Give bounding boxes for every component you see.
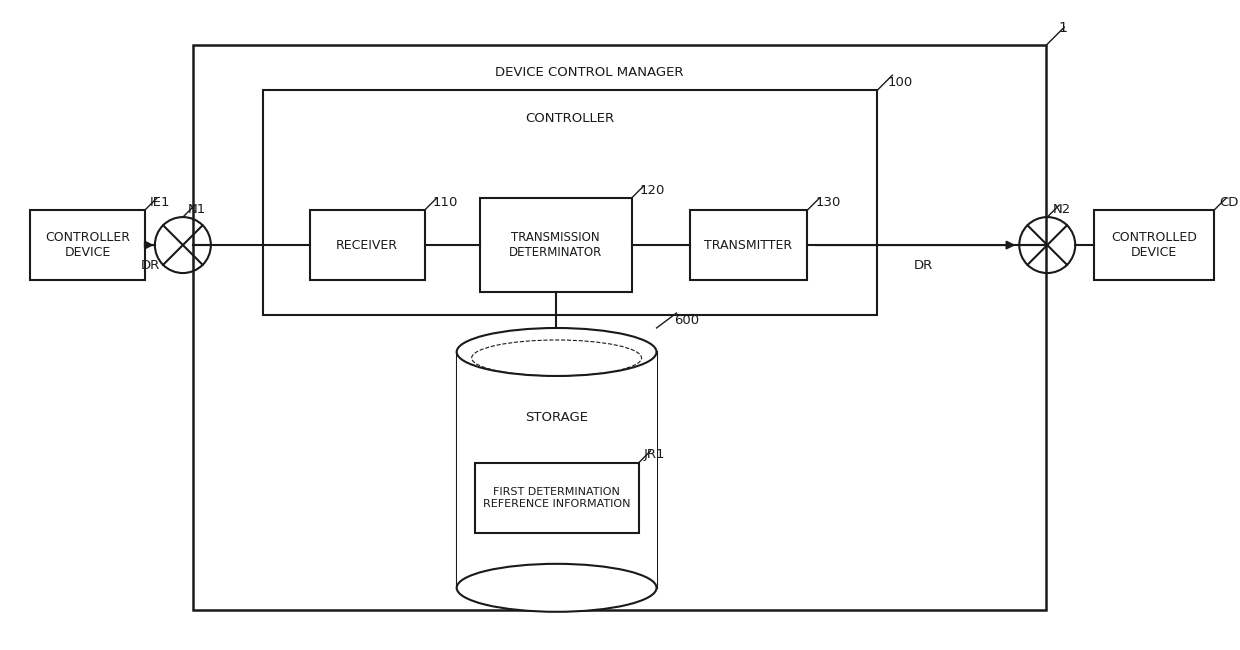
Bar: [689, 210, 807, 280]
Ellipse shape: [456, 564, 656, 612]
Text: TRANSMISSION
DETERMINATOR: TRANSMISSION DETERMINATOR: [508, 231, 603, 259]
Text: CD: CD: [1219, 196, 1239, 209]
Text: DR: DR: [140, 259, 160, 272]
Bar: [30, 210, 145, 280]
Bar: [193, 46, 1047, 610]
Bar: [263, 90, 878, 315]
Bar: [480, 198, 631, 292]
Bar: [475, 463, 639, 533]
Bar: [456, 352, 656, 588]
Text: FIRST DETERMINATION
REFERENCE INFORMATION: FIRST DETERMINATION REFERENCE INFORMATIO…: [482, 487, 630, 509]
Text: JR1: JR1: [644, 448, 665, 461]
Text: RECEIVER: RECEIVER: [336, 239, 398, 252]
Text: IE1: IE1: [150, 196, 170, 209]
Text: DEVICE CONTROL MANAGER: DEVICE CONTROL MANAGER: [495, 66, 683, 79]
Text: 1: 1: [1058, 21, 1068, 35]
Text: 600: 600: [675, 313, 699, 326]
Text: 110: 110: [433, 196, 458, 209]
Bar: [310, 210, 425, 280]
Text: 100: 100: [888, 75, 913, 88]
Text: 120: 120: [640, 183, 665, 196]
Text: N1: N1: [188, 203, 206, 216]
Text: STORAGE: STORAGE: [525, 411, 588, 424]
Text: 130: 130: [816, 196, 841, 209]
Text: DR: DR: [914, 259, 932, 272]
Bar: [1094, 210, 1214, 280]
Text: TRANSMITTER: TRANSMITTER: [704, 239, 792, 252]
Text: CONTROLLER: CONTROLLER: [526, 112, 615, 125]
Text: CONTROLLED
DEVICE: CONTROLLED DEVICE: [1111, 231, 1197, 259]
Ellipse shape: [456, 328, 656, 376]
Text: N2: N2: [1053, 203, 1070, 216]
Text: CONTROLLER
DEVICE: CONTROLLER DEVICE: [45, 231, 130, 259]
